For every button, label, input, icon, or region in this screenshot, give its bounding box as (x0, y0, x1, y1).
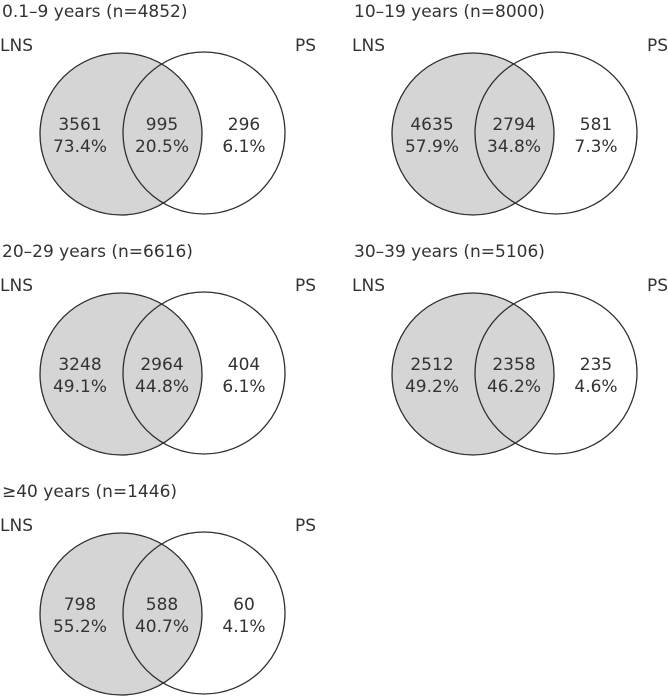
lns-set-label: LNS (0, 36, 33, 56)
overlap-pct: 20.5% (134, 137, 190, 157)
overlap-pct: 34.8% (486, 137, 542, 157)
overlap-count: 995 (145, 115, 179, 135)
ps-set-label: PS (646, 276, 668, 296)
ps-set-label: PS (294, 516, 316, 536)
overlap-label: 995 20.5% (135, 114, 189, 158)
venn-panel-30-39-years: 30–39 years (n=5106) LNS PS 2512 49.2% 2… (352, 240, 668, 480)
venn-diagram (391, 51, 638, 216)
overlap-pct: 44.8% (134, 377, 190, 397)
overlap-count: 588 (145, 595, 179, 615)
panel-title: 20–29 years (n=6616) (2, 242, 193, 262)
lns-only-count: 3248 (58, 355, 102, 375)
overlap-label: 2964 44.8% (135, 354, 189, 398)
ps-only-pct: 6.1% (222, 377, 266, 397)
lns-only-label: 4635 57.9% (405, 114, 459, 158)
lns-only-label: 3248 49.1% (53, 354, 107, 398)
ps-only-count: 296 (227, 115, 261, 135)
venn-diagram (391, 291, 638, 456)
ps-only-label: 60 4.1% (222, 594, 265, 638)
ps-circle (474, 291, 638, 455)
ps-circle (122, 531, 286, 695)
lns-only-label: 2512 49.2% (405, 354, 459, 398)
ps-set-label: PS (294, 36, 316, 56)
ps-set-label: PS (294, 276, 316, 296)
venn-panel-0-1-9-years: 0.1–9 years (n=4852) LNS PS 3561 73.4% 9… (0, 0, 316, 240)
ps-only-label: 581 7.3% (574, 114, 617, 158)
panel-title: 10–19 years (n=8000) (354, 2, 545, 22)
venn-panel-20-29-years: 20–29 years (n=6616) LNS PS 3248 49.1% 2… (0, 240, 316, 480)
lns-only-count: 4635 (410, 115, 454, 135)
lns-only-pct: 55.2% (52, 617, 108, 637)
lns-only-pct: 49.1% (52, 377, 108, 397)
ps-circle (122, 291, 286, 455)
ps-circle (474, 51, 638, 215)
lns-circle (39, 52, 203, 216)
overlap-pct: 46.2% (486, 377, 542, 397)
ps-only-count: 404 (227, 355, 261, 375)
panel-title: 30–39 years (n=5106) (354, 242, 545, 262)
lns-set-label: LNS (352, 36, 385, 56)
lns-only-pct: 49.2% (404, 377, 460, 397)
lns-only-count: 3561 (58, 115, 102, 135)
lns-only-pct: 57.9% (404, 137, 460, 157)
overlap-label: 2794 34.8% (487, 114, 541, 158)
panel-title: 0.1–9 years (n=4852) (2, 2, 188, 22)
venn-panel-10-19-years: 10–19 years (n=8000) LNS PS 4635 57.9% 2… (352, 0, 668, 240)
overlap-count: 2964 (140, 355, 184, 375)
overlap-pct: 40.7% (134, 617, 190, 637)
panel-title: ≥40 years (n=1446) (2, 482, 178, 502)
ps-set-label: PS (646, 36, 668, 56)
lns-circle (39, 292, 203, 456)
ps-only-pct: 6.1% (222, 137, 266, 157)
ps-only-pct: 4.6% (574, 377, 618, 397)
lns-set-label: LNS (0, 516, 33, 536)
ps-only-label: 235 4.6% (574, 354, 617, 398)
lns-set-label: LNS (0, 276, 33, 296)
venn-diagram (39, 531, 286, 696)
lns-only-count: 798 (63, 595, 97, 615)
ps-only-pct: 7.3% (574, 137, 618, 157)
lns-circle (39, 532, 203, 696)
overlap-label: 2358 46.2% (487, 354, 541, 398)
ps-only-count: 60 (233, 595, 255, 615)
venn-diagram (39, 51, 286, 216)
ps-only-pct: 4.1% (222, 617, 266, 637)
lns-circle (391, 292, 555, 456)
ps-circle (122, 51, 286, 215)
ps-only-label: 296 6.1% (222, 114, 265, 158)
overlap-label: 588 40.7% (135, 594, 189, 638)
lns-only-label: 3561 73.4% (53, 114, 107, 158)
overlap-count: 2358 (492, 355, 536, 375)
ps-only-count: 235 (579, 355, 613, 375)
lns-circle (391, 52, 555, 216)
lns-only-count: 2512 (410, 355, 454, 375)
lns-only-label: 798 55.2% (53, 594, 107, 638)
lns-only-pct: 73.4% (52, 137, 108, 157)
venn-panel-40plus-years: ≥40 years (n=1446) LNS PS 798 55.2% 588 … (0, 480, 316, 698)
ps-only-label: 404 6.1% (222, 354, 265, 398)
venn-diagram (39, 291, 286, 456)
ps-only-count: 581 (579, 115, 613, 135)
lns-set-label: LNS (352, 276, 385, 296)
overlap-count: 2794 (492, 115, 536, 135)
